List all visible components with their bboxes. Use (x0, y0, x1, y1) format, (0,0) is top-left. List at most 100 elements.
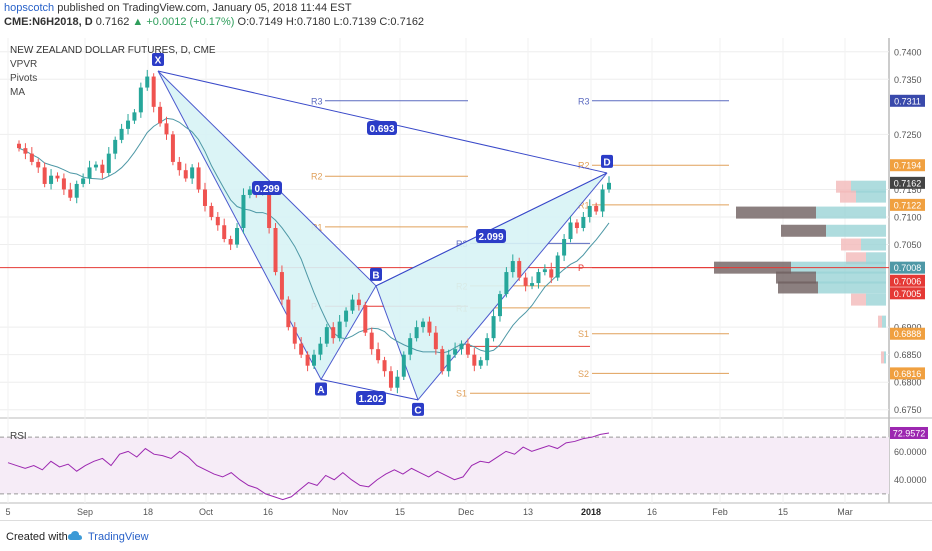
ratio-label: 0.299 (254, 184, 279, 195)
candle-up (337, 321, 342, 339)
price-chart[interactable]: R3R2R1PR3R2R1PS1R3R2R1PS1S2 XABCD0.6930.… (0, 38, 932, 518)
price-label-box (890, 367, 925, 380)
ratio-box (252, 181, 282, 195)
candle-up (408, 338, 413, 355)
pattern-point-box-d (601, 154, 613, 168)
candle-down (292, 327, 297, 344)
chart-pane[interactable]: R3R2R1PR3R2R1PS1R3R2R1PS1S2 XABCD0.6930.… (0, 38, 932, 518)
chart-title: NEW ZEALAND DOLLAR FUTURES, D, CME (10, 45, 216, 56)
candle-up (421, 321, 426, 328)
price-tick-label: 0.7150 (894, 185, 922, 195)
candle-down (549, 269, 554, 278)
ratio-label: 1.202 (358, 394, 383, 405)
price-label: 0.7194 (894, 161, 922, 171)
candle-up (49, 175, 54, 184)
candle-down (388, 371, 393, 388)
candle-up (401, 354, 406, 377)
price-tick-label: 0.6850 (894, 350, 922, 360)
vpvr-bar-up (826, 224, 886, 237)
price-label: 0.6816 (894, 369, 922, 379)
time-tick-label: Feb (712, 507, 728, 517)
vpvr-bar-down (736, 206, 816, 219)
candle-down (331, 327, 336, 339)
time-tick-label: 15 (395, 507, 405, 517)
candle-down (363, 305, 368, 333)
price-tick-label: 0.6800 (894, 378, 922, 388)
candle-down (202, 189, 207, 206)
legend-item-pivots[interactable]: Pivots (10, 73, 37, 84)
candle-up (113, 139, 118, 154)
legend-item-ma[interactable]: MA (10, 87, 25, 98)
price-tick-label: 0.6750 (894, 405, 922, 415)
vpvr-bar-up (856, 190, 886, 203)
time-tick-label: Sep (77, 507, 93, 517)
candle-up (536, 272, 541, 284)
vpvr-bar-up (882, 315, 886, 328)
ratio-box (476, 229, 506, 243)
candle-down (594, 205, 599, 212)
time-tick-label: Nov (332, 507, 349, 517)
candle-down (196, 167, 201, 190)
published-text: published on TradingView.com, January 05… (57, 2, 352, 14)
candle-up (491, 316, 496, 339)
candle-down (382, 360, 387, 372)
change-up-icon: ▲ (132, 16, 144, 28)
price-tick-label: 0.6900 (894, 323, 922, 333)
price-label-box (890, 287, 925, 300)
rsi-tick-label: 40.0000 (894, 475, 927, 485)
candle-up (87, 167, 92, 179)
vpvr-bar-down (776, 271, 816, 284)
tradingview-brand[interactable]: TradingView (88, 531, 149, 543)
pivot-label-r1: R1 (578, 200, 590, 210)
candle-up (93, 164, 98, 168)
candle-up (132, 112, 137, 121)
time-tick-label: 15 (778, 507, 788, 517)
tradingview-cloud-icon (68, 531, 82, 540)
price-tick-label: 0.7350 (894, 75, 922, 85)
candle-down (517, 261, 522, 278)
candle-down (215, 216, 220, 226)
candle-down (177, 161, 182, 171)
candle-up (478, 360, 483, 366)
legend-item-vpvr[interactable]: VPVR (10, 59, 37, 70)
candle-down (158, 106, 163, 124)
candle-down (164, 123, 169, 135)
candle-up (81, 178, 86, 184)
candle-down (36, 161, 41, 168)
pattern-point-box-x (152, 53, 164, 67)
price-label: 0.7311 (894, 96, 921, 106)
footer: Created with TradingView (0, 520, 932, 551)
candle-up (504, 272, 509, 295)
candle-down (369, 332, 374, 350)
pattern-point-a: A (317, 385, 324, 396)
vpvr-bar-up (816, 271, 886, 284)
author-name[interactable]: hopscotch (4, 2, 55, 14)
pattern-triangle-xab (157, 70, 377, 381)
price-change: +0.0012 (+0.17%) (146, 16, 235, 28)
candle-up (581, 216, 586, 228)
candle-up (600, 189, 605, 212)
candle-down (523, 277, 528, 286)
vpvr-bar-down (851, 293, 866, 306)
candle-up (395, 376, 400, 388)
candle-up (510, 261, 515, 273)
price-label: 0.7005 (894, 289, 922, 299)
ratio-label: 2.099 (478, 232, 503, 243)
vpvr-bar-down (878, 315, 882, 328)
rsi-tick-label: 60.0000 (894, 447, 927, 457)
candle-down (574, 222, 579, 228)
moving-average-line (18, 117, 610, 354)
rsi-label: RSI (10, 431, 27, 442)
price-label-box (890, 198, 925, 211)
symbol-line: CME:N6H2018, D 0.7162 ▲ +0.0012 (+0.17%)… (4, 16, 424, 28)
candle-up (119, 128, 124, 140)
time-tick-label: 16 (647, 507, 657, 517)
candle-up (555, 255, 560, 278)
rsi-line (7, 432, 610, 501)
pivot-label-s2: S2 (578, 369, 589, 379)
price-label-box (890, 327, 925, 340)
time-tick-label: 13 (523, 507, 533, 517)
candle-down (29, 153, 34, 162)
ohlc-values: O:0.7149 H:0.7180 L:0.7139 C:0.7162 (237, 16, 425, 28)
pivot-label-s1: S1 (456, 389, 467, 399)
